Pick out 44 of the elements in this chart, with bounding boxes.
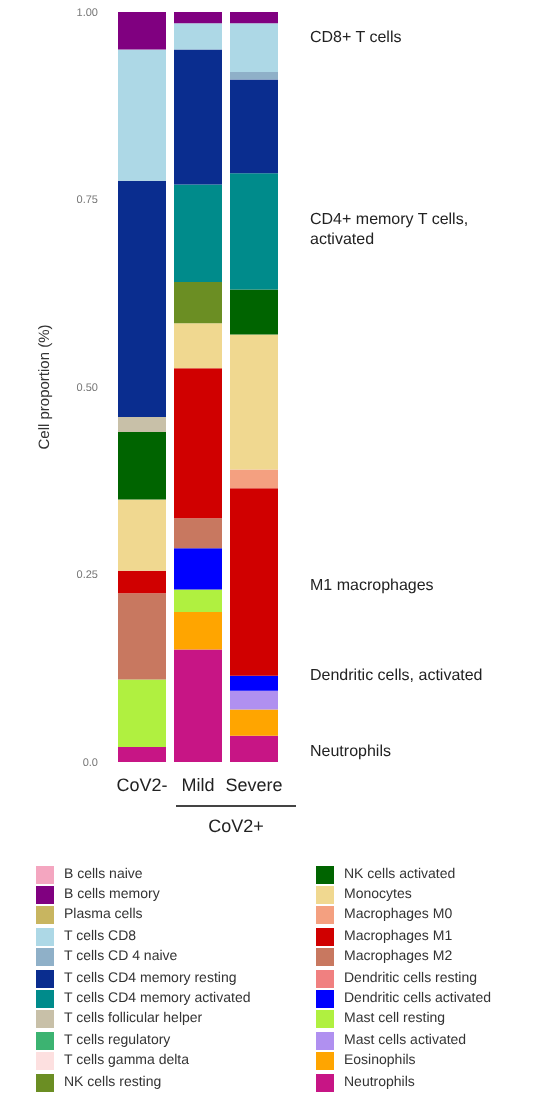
bar bbox=[118, 432, 166, 500]
bar bbox=[118, 570, 166, 594]
bar bbox=[174, 23, 222, 50]
bar bbox=[230, 735, 278, 762]
x-tick-label: CoV2- bbox=[116, 774, 168, 795]
bar bbox=[230, 12, 278, 24]
x-tick-label: Severe bbox=[225, 774, 283, 795]
bar bbox=[174, 184, 222, 282]
bar bbox=[230, 675, 278, 691]
text: M1 macrophages bbox=[310, 576, 436, 596]
bar bbox=[118, 593, 166, 680]
bar bbox=[174, 12, 222, 24]
x-tick-label: Mild bbox=[181, 774, 215, 795]
text: Dendritic cells, activated bbox=[310, 666, 485, 686]
bar bbox=[174, 49, 222, 185]
bar bbox=[230, 173, 278, 290]
bar bbox=[230, 709, 278, 736]
bar bbox=[230, 690, 278, 710]
bar bbox=[230, 23, 278, 72]
bar bbox=[230, 334, 278, 470]
bar bbox=[174, 548, 222, 590]
text: CD4+ memory T cells, activated bbox=[310, 210, 471, 250]
bar bbox=[118, 180, 166, 417]
text: CoV2+ bbox=[206, 816, 266, 836]
text: CD8+ T cells bbox=[310, 28, 404, 48]
bar bbox=[230, 72, 278, 80]
bar bbox=[174, 649, 222, 762]
bar bbox=[118, 747, 166, 762]
bar bbox=[174, 368, 222, 519]
bar bbox=[230, 289, 278, 335]
bar bbox=[174, 612, 222, 650]
bar bbox=[118, 499, 166, 571]
bar bbox=[174, 323, 222, 369]
bar bbox=[174, 518, 222, 549]
bar bbox=[230, 488, 278, 676]
bar bbox=[230, 79, 278, 174]
bar bbox=[174, 282, 222, 324]
bar bbox=[230, 469, 278, 489]
bar bbox=[118, 679, 166, 747]
bar bbox=[118, 49, 166, 181]
bar bbox=[118, 12, 166, 50]
bar bbox=[118, 417, 166, 432]
text: Neutrophils bbox=[310, 742, 393, 762]
bar bbox=[174, 589, 222, 612]
